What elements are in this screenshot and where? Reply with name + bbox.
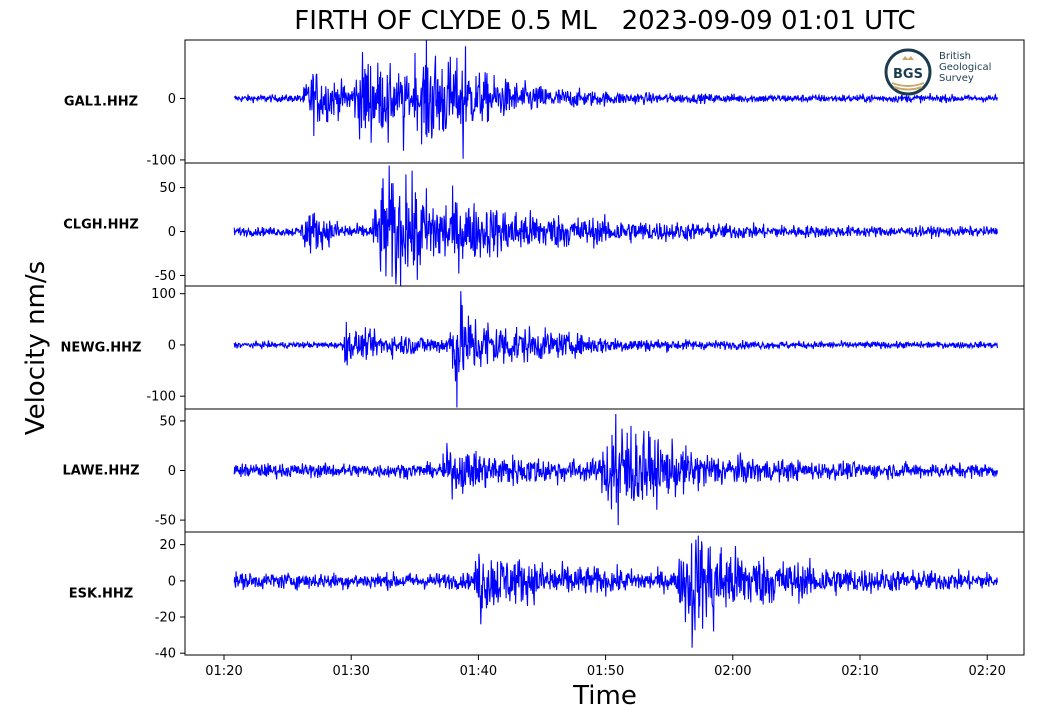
waveform-trace-clgh-hhz	[233, 165, 998, 287]
y-tick-label: 20	[159, 538, 176, 553]
x-tick-label: 02:10	[841, 664, 878, 679]
station-label: ESK.HHZ	[69, 587, 133, 602]
waveform-trace-esk-hhz	[233, 535, 998, 648]
y-tick-label: 0	[168, 225, 176, 240]
y-tick-label: -40	[155, 647, 176, 662]
y-tick-label: 0	[168, 574, 176, 589]
y-tick-label: -100	[146, 390, 176, 405]
y-tick-label: 50	[159, 181, 176, 196]
x-tick-label: 02:20	[968, 664, 1005, 679]
bgs-logo-mark: BGS	[893, 67, 923, 82]
bgs-logo: BGS British Geological Survey	[884, 46, 1014, 98]
y-axis-label: Velocity nm/s	[21, 260, 51, 436]
bgs-logo-line-1: British	[939, 51, 971, 62]
x-axis-label: Time	[573, 681, 637, 711]
y-tick-label: -100	[146, 153, 176, 168]
y-tick-label: -20	[155, 611, 176, 626]
station-label: LAWE.HHZ	[62, 464, 139, 479]
y-tick-label: 0	[168, 92, 176, 107]
station-label: GAL1.HHZ	[64, 95, 138, 110]
bgs-logo-line-2: Geological	[939, 62, 992, 73]
y-tick-label: 0	[168, 464, 176, 479]
waveform-trace-newg-hhz	[233, 291, 998, 408]
bgs-logo-line-3: Survey	[939, 73, 974, 84]
bgs-logo-text: British Geological Survey	[939, 51, 991, 84]
y-tick-label: 100	[151, 287, 176, 302]
y-tick-label: -50	[155, 269, 176, 284]
panel-frame	[184, 531, 1025, 656]
y-tick-label: -50	[155, 514, 176, 529]
x-tick-label: 01:50	[587, 664, 624, 679]
waveform-trace-lawe-hhz	[233, 413, 998, 526]
x-tick-label: 01:40	[460, 664, 497, 679]
x-tick-label: 02:00	[714, 664, 751, 679]
chart-title: FIRTH OF CLYDE 0.5 ML 2023-09-09 01:01 U…	[294, 6, 916, 36]
station-label: CLGH.HHZ	[63, 218, 139, 233]
station-label: NEWG.HHZ	[61, 341, 142, 356]
bgs-logo-icon: BGS	[884, 48, 932, 96]
waveform-trace-gal1-hhz	[233, 39, 998, 159]
y-tick-label: 50	[159, 414, 176, 429]
y-tick-label: 0	[168, 338, 176, 353]
x-tick-label: 01:30	[332, 664, 369, 679]
x-tick-label: 01:20	[205, 664, 242, 679]
